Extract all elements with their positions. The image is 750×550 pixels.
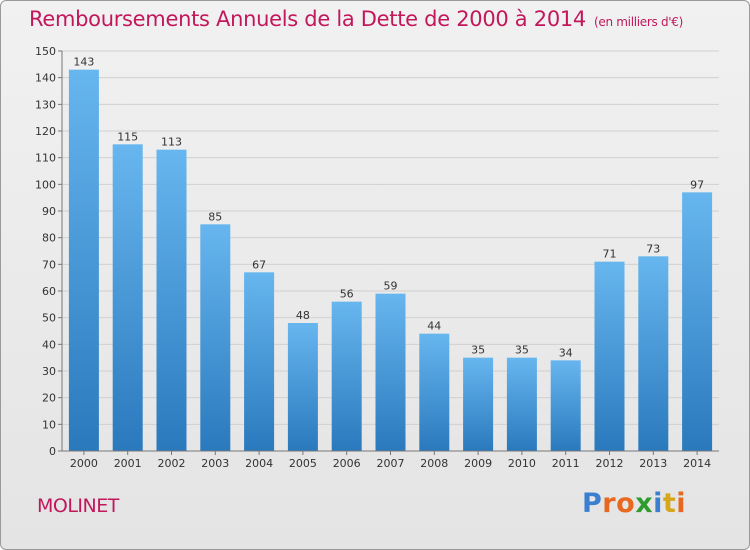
- chart-subtitle: (en milliers d'€): [594, 15, 684, 29]
- chart-title-text: Remboursements Annuels de la Dette de 20…: [29, 7, 586, 31]
- x-tick-label: 2002: [158, 457, 186, 470]
- y-tick-label: 80: [42, 232, 56, 245]
- data-label: 113: [161, 136, 182, 149]
- bar-2000: [68, 69, 99, 452]
- x-tick-label: 2012: [596, 457, 624, 470]
- bar-2009: [463, 357, 494, 451]
- x-tick-label: 2001: [114, 457, 142, 470]
- bar-2010: [506, 357, 537, 451]
- data-label: 143: [73, 56, 94, 69]
- y-tick-label: 10: [42, 418, 56, 431]
- bar-2002: [156, 149, 187, 451]
- proxiti-logo: Proxiti: [582, 488, 686, 519]
- logo-letter: P: [582, 488, 603, 519]
- bar-2012: [594, 261, 625, 451]
- bar-2007: [375, 293, 406, 451]
- chart-title: Remboursements Annuels de la Dette de 20…: [29, 7, 683, 31]
- x-tick-label: 2011: [552, 457, 580, 470]
- data-label: 67: [252, 258, 266, 271]
- data-label: 35: [471, 344, 485, 357]
- y-tick-label: 90: [42, 205, 56, 218]
- data-label: 56: [340, 288, 354, 301]
- data-label: 34: [559, 346, 573, 359]
- y-tick-label: 0: [49, 445, 56, 458]
- x-tick-label: 2007: [377, 457, 405, 470]
- x-tick-label: 2014: [683, 457, 711, 470]
- x-tick-label: 2003: [201, 457, 229, 470]
- bar-2004: [244, 272, 275, 451]
- bar-2008: [419, 333, 450, 451]
- x-tick-label: 2000: [70, 457, 98, 470]
- x-tick-label: 2010: [508, 457, 536, 470]
- logo-letter: i: [653, 488, 663, 519]
- x-tick-label: 2009: [464, 457, 492, 470]
- x-tick-label: 2006: [333, 457, 361, 470]
- y-tick-label: 40: [42, 338, 56, 351]
- x-tick-label: 2013: [639, 457, 667, 470]
- data-label: 48: [296, 309, 310, 322]
- logo-letter: i: [676, 488, 687, 519]
- x-tick-label: 2005: [289, 457, 317, 470]
- y-tick-label: 60: [42, 285, 56, 298]
- y-tick-label: 70: [42, 258, 56, 271]
- x-tick-label: 2008: [420, 457, 448, 470]
- data-label: 71: [603, 248, 617, 261]
- y-tick-label: 20: [42, 392, 56, 405]
- y-tick-label: 150: [35, 45, 56, 58]
- bar-2011: [550, 360, 581, 451]
- logo-letter: x: [635, 488, 654, 519]
- bar-2003: [200, 224, 231, 451]
- y-tick-label: 30: [42, 365, 56, 378]
- data-label: 115: [117, 130, 138, 143]
- bar-2014: [682, 192, 713, 452]
- bar-2005: [287, 323, 318, 451]
- x-tick-label: 2004: [245, 457, 273, 470]
- data-label: 73: [646, 242, 660, 255]
- logo-letter: r: [602, 488, 617, 519]
- town-name: MOLINET: [37, 495, 119, 517]
- data-label: 44: [427, 320, 441, 333]
- data-label: 35: [515, 344, 529, 357]
- y-tick-label: 130: [35, 98, 56, 111]
- data-label: 97: [690, 178, 704, 191]
- bar-2001: [112, 144, 143, 452]
- y-tick-label: 120: [35, 125, 56, 138]
- bar-2013: [638, 256, 669, 451]
- data-label: 59: [384, 280, 398, 293]
- data-label: 85: [208, 210, 222, 223]
- y-tick-label: 100: [35, 178, 56, 191]
- y-tick-label: 140: [35, 72, 56, 85]
- bar-2006: [331, 301, 362, 451]
- logo-letter: o: [616, 488, 636, 519]
- y-tick-label: 50: [42, 312, 56, 325]
- logo-letter: t: [662, 488, 677, 519]
- y-tick-label: 110: [35, 152, 56, 165]
